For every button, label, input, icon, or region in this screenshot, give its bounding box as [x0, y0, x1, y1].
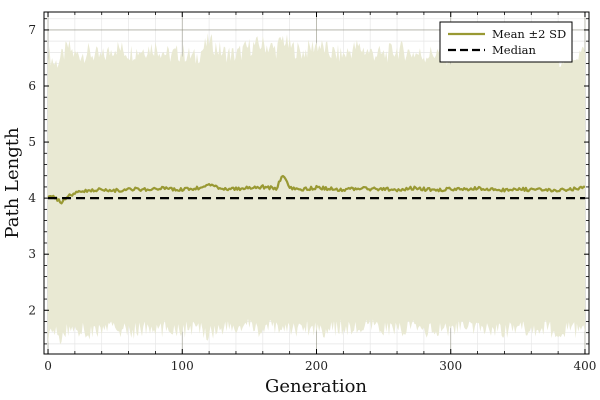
y-tick-label: 6 [28, 79, 36, 93]
x-tick-label: 300 [439, 359, 462, 373]
y-tick-label: 7 [28, 23, 36, 37]
legend-label-mean: Mean ±2 SD [492, 27, 566, 41]
x-tick-label: 400 [574, 359, 597, 373]
legend-label-median: Median [492, 43, 536, 57]
x-tick-label: 0 [44, 359, 52, 373]
y-tick-label: 2 [28, 303, 36, 317]
y-tick-label: 4 [28, 191, 36, 205]
legend: Mean ±2 SD Median [439, 21, 573, 63]
series-layer [47, 33, 586, 345]
legend-box [439, 21, 573, 63]
x-tick-labels: 0 100 200 300 400 [44, 359, 596, 373]
plot-area [43, 11, 590, 355]
mean-line [47, 174, 586, 205]
axis-ticks [44, 12, 589, 354]
x-tick-label: 100 [171, 359, 194, 373]
y-tick-labels: 2 3 4 5 6 7 [28, 23, 36, 317]
x-tick-label: 200 [305, 359, 328, 373]
x-axis-label: Generation [265, 376, 367, 397]
y-axis-label: Path Length [2, 127, 23, 239]
y-tick-label: 5 [28, 135, 36, 149]
y-tick-label: 3 [28, 247, 36, 261]
